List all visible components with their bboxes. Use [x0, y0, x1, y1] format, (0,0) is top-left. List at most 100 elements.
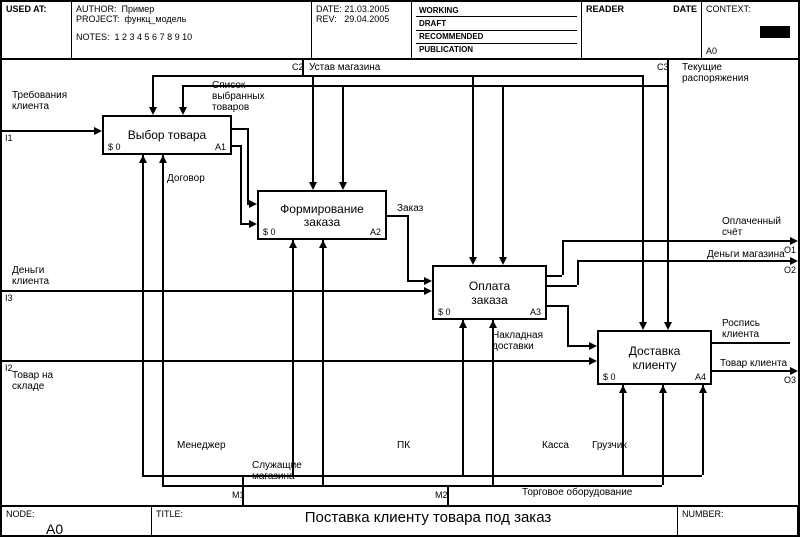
port-o1: O1	[784, 245, 796, 255]
project-label: PROJECT:	[76, 14, 120, 24]
number-label: NUMBER:	[682, 509, 724, 519]
arrow-i3	[2, 290, 424, 292]
a1-cost: $ 0	[108, 142, 121, 152]
line-o3	[712, 370, 790, 372]
arrowhead-i1	[94, 127, 102, 135]
ah-c3-a2	[339, 182, 347, 190]
line-c3-a3	[502, 85, 504, 257]
notes-label: NOTES:	[76, 32, 110, 42]
used-at: USED AT:	[2, 2, 72, 58]
line-c2-a4	[642, 75, 644, 322]
notes: 1 2 3 4 5 6 7 8 9 10	[115, 32, 193, 42]
date-label: DATE:	[316, 4, 342, 14]
title-value: Поставка клиенту товара под заказ	[305, 509, 552, 526]
port-i1: I1	[5, 133, 13, 143]
port-c2: C2	[292, 62, 304, 72]
label-o3: Товар клиента	[720, 358, 787, 369]
ah-m2-a1	[159, 155, 167, 163]
arrow-i2	[2, 360, 589, 362]
ah-m1-a4-b	[699, 385, 707, 393]
line-m1-a1	[142, 155, 144, 475]
port-o3: O3	[784, 375, 796, 385]
project: функц_модель	[125, 14, 187, 24]
label-i2: Товар на складе	[12, 370, 53, 392]
a3-label: Оплата заказа	[434, 280, 545, 306]
activity-a4: Доставка клиенту $ 0 A4	[597, 330, 712, 385]
line-c2-a3	[472, 75, 474, 257]
ah-c2-a4	[639, 322, 647, 330]
ah-m2-a4	[659, 385, 667, 393]
a3-cost: $ 0	[438, 307, 451, 317]
line-o2-1	[547, 285, 577, 287]
label-list: Список выбранных товаров	[212, 80, 265, 113]
activity-a1: Выбор товара $ 0A1	[102, 115, 232, 155]
header: USED AT: AUTHOR: Пример PROJECT: функц_м…	[2, 2, 798, 60]
label-sluzh: Служащие магазина	[252, 460, 302, 482]
status-draft: DRAFT	[416, 17, 577, 30]
label-o2: Деньги магазина	[707, 249, 785, 260]
activity-a2: Формирование заказа $ 0A2	[257, 190, 387, 240]
line-m2-a1	[162, 155, 164, 485]
label-zakaz: Заказ	[397, 203, 423, 214]
rev-label: REV:	[316, 14, 337, 24]
ah-c3-a3	[499, 257, 507, 265]
a4-id: A4	[695, 372, 706, 382]
title-col: TITLE: Поставка клиенту товара под заказ	[152, 507, 678, 537]
a4-label: Доставка клиенту	[599, 345, 710, 371]
author-label: AUTHOR:	[76, 4, 117, 14]
ah-m1-a2	[289, 240, 297, 248]
ah-c2-a1	[149, 107, 157, 115]
status-recommended: RECOMMENDED	[416, 31, 577, 44]
line-c3-a2	[342, 85, 344, 182]
author: Пример	[122, 4, 155, 14]
label-o1: Оплаченный счёт	[722, 216, 781, 238]
label-nakladnaya: Накладная доставки	[492, 330, 562, 352]
line-nak-2	[567, 305, 569, 345]
node-col: NODE: A0	[2, 507, 152, 537]
line-nak-1	[547, 305, 567, 307]
ah-m1-a1	[139, 155, 147, 163]
line-o1-2	[562, 240, 564, 275]
ah-c3-a1	[179, 107, 187, 115]
date-block: DATE: 21.03.2005 REV: 29.04.2005	[312, 2, 412, 58]
line-c2-bus	[152, 75, 642, 77]
label-i1: Требования клиента	[12, 90, 67, 112]
a4-cost: $ 0	[603, 372, 616, 382]
ah-a1-a2	[249, 200, 257, 208]
line-c3-a4	[667, 85, 669, 322]
label-kassa: Касса	[542, 440, 569, 451]
arrowhead-i3	[424, 287, 432, 295]
line-m1-a4-b	[702, 385, 704, 475]
number-col: NUMBER:	[678, 507, 798, 537]
a2-id: A2	[370, 227, 381, 237]
ah-m2-a2	[319, 240, 327, 248]
ah-zak	[424, 277, 432, 285]
line-nak-3	[567, 345, 589, 347]
port-m2: M2	[435, 490, 448, 500]
line-zak-1	[387, 215, 407, 217]
status-working: WORKING	[416, 4, 577, 17]
context-id: A0	[706, 46, 717, 56]
ah-m1-a3	[459, 320, 467, 328]
port-i3: I3	[5, 293, 13, 303]
port-c3: C3	[657, 62, 669, 72]
line-dog-2	[240, 145, 242, 223]
a3-id: A3	[530, 307, 541, 317]
ah-nak	[589, 342, 597, 350]
a2-label: Формирование заказа	[259, 203, 385, 229]
label-dogovor: Договор	[167, 173, 205, 184]
line-m1-a3	[462, 320, 464, 475]
title-label: TITLE:	[156, 509, 183, 519]
line-o2-2	[577, 260, 579, 285]
context-label: CONTEXT:	[706, 4, 751, 14]
line-dog-1	[232, 145, 240, 147]
context-box-icon	[760, 26, 790, 38]
line-a1out	[232, 128, 247, 130]
line-c2-a2	[312, 75, 314, 182]
activity-a3: Оплата заказа $ 0 A3	[432, 265, 547, 320]
a1-label: Выбор товара	[104, 129, 230, 142]
line-m1-a2	[292, 240, 294, 475]
port-i2: I2	[5, 363, 13, 373]
label-gruzchik: Грузчик	[592, 440, 627, 451]
ah-o1	[790, 237, 798, 245]
